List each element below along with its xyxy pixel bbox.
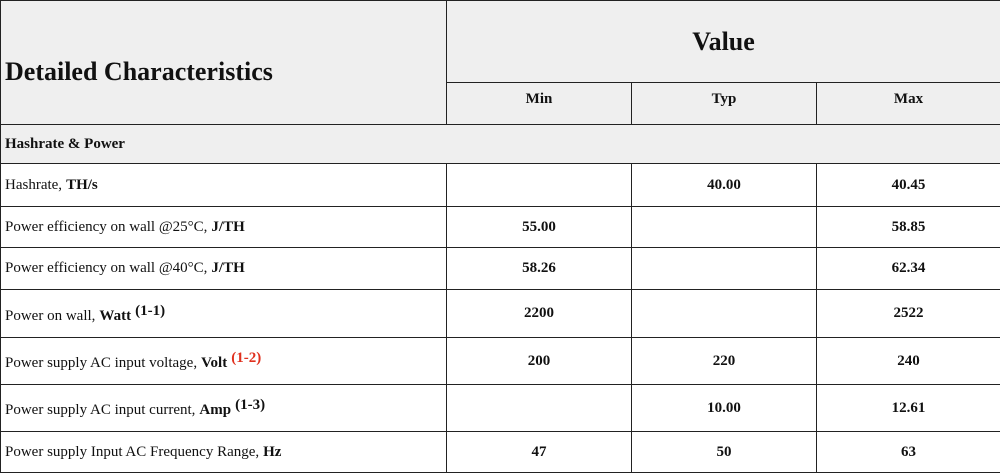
label-text: Power efficiency on wall @40°C, <box>5 260 207 276</box>
row-label: Hashrate,TH/s <box>1 164 447 207</box>
footnote-ref: (1-2) <box>231 350 261 366</box>
value-cell: 240 <box>817 338 1000 385</box>
value-cell: 58.85 <box>817 207 1000 248</box>
value-cell: 58.26 <box>447 248 632 290</box>
value-cell: 220 <box>632 338 817 385</box>
table-row: Power supply AC input voltage,Volt(1-2)2… <box>1 338 1000 385</box>
value-cell: 40.00 <box>632 164 817 207</box>
value-cell: 47 <box>447 432 632 473</box>
value-cell: 10.00 <box>632 385 817 432</box>
column-header: Max <box>817 83 1000 125</box>
label-text: Power efficiency on wall @25°C, <box>5 219 207 235</box>
unit: Amp <box>199 402 231 418</box>
unit: Hz <box>263 444 281 460</box>
empty-cell <box>632 248 817 290</box>
row-label: Power on wall,Watt(1-1) <box>1 290 447 338</box>
value-cell: 50 <box>632 432 817 473</box>
column-header: Min <box>447 83 632 125</box>
row-label: Power supply AC input current,Amp(1-3) <box>1 385 447 432</box>
table-row: Power supply Input AC Frequency Range,Hz… <box>1 432 1000 473</box>
value-cell: 55.00 <box>447 207 632 248</box>
value-header: Value <box>447 1 1000 83</box>
label-text: Hashrate, <box>5 177 62 193</box>
unit: Volt <box>201 355 227 371</box>
unit: TH/s <box>66 177 98 193</box>
unit: Watt <box>99 308 131 324</box>
value-cell: 2522 <box>817 290 1000 338</box>
unit: J/TH <box>211 219 244 235</box>
value-cell: 12.61 <box>817 385 1000 432</box>
value-cell: 40.45 <box>817 164 1000 207</box>
row-label: Power efficiency on wall @25°C,J/TH <box>1 207 447 248</box>
section-header: Hashrate & Power <box>1 125 1000 164</box>
empty-cell <box>632 290 817 338</box>
empty-cell <box>632 207 817 248</box>
value-cell: 62.34 <box>817 248 1000 290</box>
empty-cell <box>447 385 632 432</box>
table-title: Detailed Characteristics <box>1 1 447 125</box>
value-cell: 63 <box>817 432 1000 473</box>
label-text: Power supply AC input voltage, <box>5 355 197 371</box>
empty-cell <box>447 164 632 207</box>
label-text: Power on wall, <box>5 308 95 324</box>
row-label: Power efficiency on wall @40°C,J/TH <box>1 248 447 290</box>
value-cell: 2200 <box>447 290 632 338</box>
unit: J/TH <box>211 260 244 276</box>
row-label: Power supply AC input voltage,Volt(1-2) <box>1 338 447 385</box>
column-header: Typ <box>632 83 817 125</box>
label-text: Power supply AC input current, <box>5 402 195 418</box>
row-label: Power supply Input AC Frequency Range,Hz <box>1 432 447 473</box>
table-row: Power supply AC input current,Amp(1-3) 10… <box>1 385 1000 432</box>
footnote-ref: (1-3) <box>235 397 265 413</box>
footnote-ref: (1-1) <box>135 303 165 319</box>
value-cell: 200 <box>447 338 632 385</box>
label-text: Power supply Input AC Frequency Range, <box>5 444 259 460</box>
